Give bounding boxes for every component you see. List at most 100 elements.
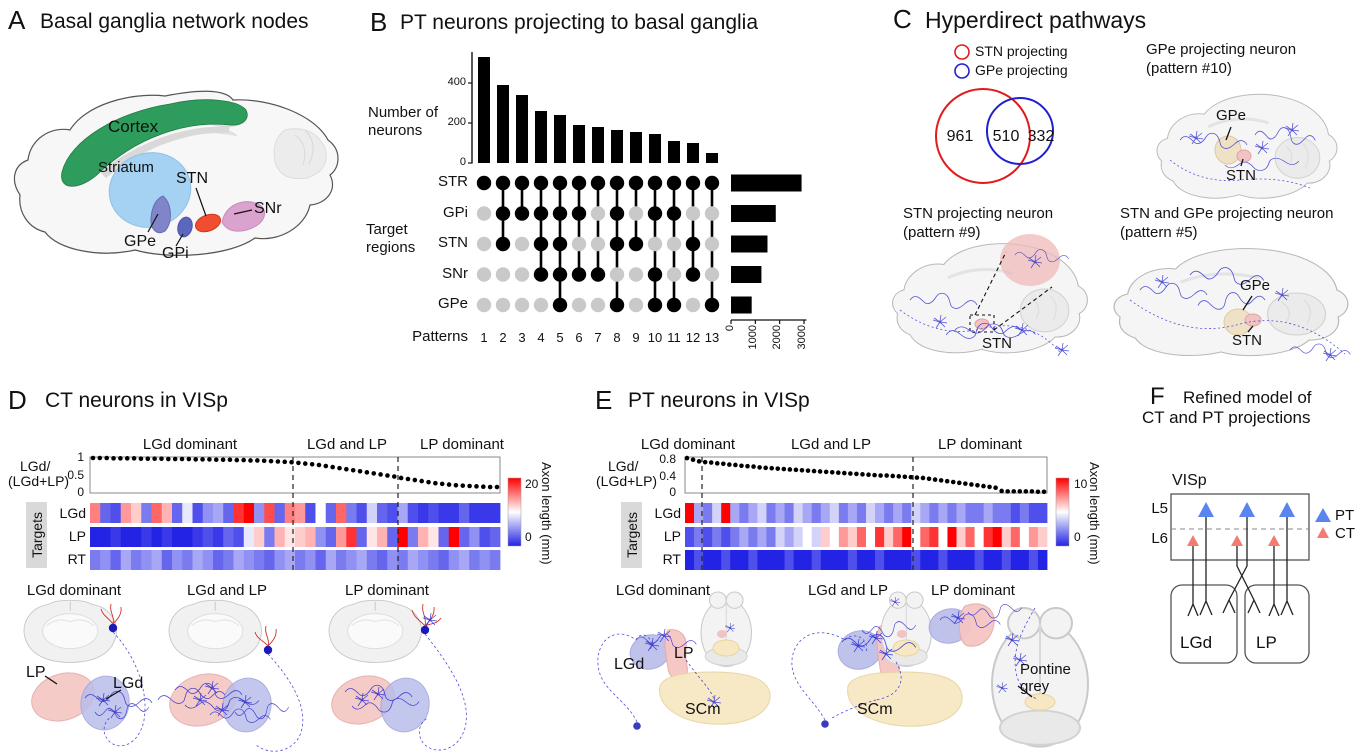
panelE-targets-label: Targets [623, 512, 640, 558]
gpi-label: GPi [162, 245, 189, 262]
snr-region [221, 201, 265, 232]
striatum-label: Striatum [98, 159, 154, 176]
panelD-cbar-min: 0 [525, 530, 532, 544]
panelB-xtick-1000: 1000 [747, 325, 759, 350]
pattern-number-1: 1 [480, 330, 488, 345]
venn-value-stn-only: 961 [946, 128, 974, 145]
panelF-diagram [1170, 493, 1331, 664]
projection-axons [1187, 517, 1294, 617]
pattern-number-5: 5 [556, 330, 564, 345]
cortex-inset-region [1000, 234, 1060, 286]
panelD-cbar-label: Axon length (mm) [539, 462, 555, 565]
panelF-lp-label: LP [1256, 633, 1277, 652]
panelE-illustration-lp-dominant [928, 603, 1089, 748]
panelE-ytick-08: 0.8 [659, 452, 676, 466]
panelE-cbar-label: Axon length (mm) [1087, 462, 1103, 565]
panelD-ratio-scatter [90, 455, 500, 490]
pattern-number-13: 13 [704, 330, 720, 345]
panelE-cbar-min: 0 [1074, 530, 1081, 544]
cortex-label: Cortex [108, 117, 159, 136]
snr-pointer-line [233, 209, 253, 215]
panelF-l6-label: L6 [1151, 530, 1168, 547]
panelE-heatmap [685, 503, 1048, 570]
pt-triangles [1198, 502, 1295, 517]
panelE-plot-frame [684, 456, 1048, 494]
panelB-ytick-200: 200 [447, 116, 466, 128]
panelB-xtick-0: 0 [724, 325, 736, 332]
panelB-letter: B [370, 7, 388, 37]
panelF-lgd-label: LGd [1180, 633, 1213, 652]
panelE-targets-badge: Targets [621, 502, 642, 568]
brain3-gpe-label: GPe [1240, 277, 1271, 294]
panelB-xtick-2000: 2000 [771, 325, 783, 350]
panelE-illus1-title: LGd dominant [615, 582, 711, 599]
stn-label: STN [176, 170, 208, 187]
panelD-targets-badge: Targets [26, 502, 47, 568]
ct-triangles [1187, 535, 1280, 546]
panelD-lgd-label: LGd [113, 675, 144, 692]
panelE-scm1-label: SCm [685, 701, 721, 718]
cortex-region [61, 99, 248, 187]
legend-gpe-circle-icon [954, 63, 970, 79]
panelD-colorbar [507, 477, 522, 547]
panelB-rowlabel-line1: Target [366, 221, 408, 238]
legend-stn-circle-icon [954, 44, 970, 60]
panelA-brain-illustration [13, 90, 339, 256]
brain3-title-line1: STN and GPe projecting neuron [1120, 205, 1334, 222]
panelF-legend-pt: PT [1335, 507, 1355, 524]
brain2-title-line2: (pattern #9) [903, 224, 981, 241]
panelD-ytick-0: 0 [77, 485, 84, 499]
panelF-l5-label: L5 [1151, 500, 1168, 517]
pattern-number-8: 8 [613, 330, 621, 345]
panelB-ylabel-line1: Number of [368, 104, 439, 121]
upset-right-bars [730, 174, 807, 324]
brain1-stn-label: STN [1226, 167, 1256, 184]
panelD-ylabel-line2: (LGd+LP) [8, 473, 70, 489]
legend-ct-triangle-icon [1317, 527, 1329, 538]
panelD-region-3: LP dominant [420, 436, 504, 453]
panelD-ytick-05: 0.5 [67, 468, 84, 482]
gpi-pointer-line [175, 233, 184, 247]
panelE-lp-label: LP [674, 645, 694, 662]
pattern-number-10: 10 [647, 330, 663, 345]
panelD-illustration-lp-dominant [328, 599, 467, 751]
panelF-title-line1: Refined model of [1183, 388, 1312, 407]
brain2-title-line1: STN projecting neuron [903, 205, 1054, 222]
panelA-letter: A [8, 5, 26, 35]
panelF-legend-ct: CT [1335, 525, 1355, 542]
panelE-ylabel-line2: (LGd+LP) [596, 473, 658, 489]
panelD-ylabel-line1: LGd/ [20, 458, 51, 474]
panelC-brain-stn-projecting [890, 234, 1089, 357]
snr-label: SNr [254, 200, 282, 217]
pattern-number-11: 11 [667, 330, 681, 345]
panelE-lgd-label: LGd [614, 656, 645, 673]
panelD-region-1: LGd dominant [142, 436, 238, 453]
scm-region [847, 671, 963, 727]
panelE-illustration-lgd-dominant [597, 591, 771, 730]
panelD-title: CT neurons in VISp [45, 389, 228, 412]
panelB-ytick-0: 0 [459, 156, 466, 168]
panelB-xlabel: Patterns [412, 328, 468, 345]
panelD-row-lgd: LGd [59, 505, 86, 521]
panelB-title: PT neurons projecting to basal ganglia [400, 11, 759, 34]
panelD-illus2-title: LGd and LP [186, 582, 268, 599]
brain1-title-line1: GPe projecting neuron [1146, 41, 1297, 58]
pattern-number-7: 7 [594, 330, 602, 345]
panelE-illus3-title: LP dominant [931, 582, 1015, 599]
panelD-row-lp: LP [68, 528, 86, 544]
panelE-row-rt: RT [662, 551, 681, 567]
panelE-illustration-lgd-and-lp [791, 591, 963, 728]
panelB-ylabel-line2: neurons [368, 122, 423, 139]
panelE-ylabel-line1: LGd/ [608, 458, 639, 474]
panelB-ytick-400: 400 [447, 76, 466, 88]
panelD-region-2: LGd and LP [306, 436, 388, 453]
panelD-cbar-max: 20 [525, 477, 539, 491]
panelE-colorbar [1055, 477, 1070, 547]
panelE-letter: E [595, 385, 613, 415]
panelE-ytick-04: 0.4 [659, 469, 676, 483]
panelD-illustration-lgd-and-lp [157, 599, 304, 752]
panelD-illus3-title: LP dominant [345, 582, 429, 599]
upset-dot-matrix [476, 175, 720, 313]
